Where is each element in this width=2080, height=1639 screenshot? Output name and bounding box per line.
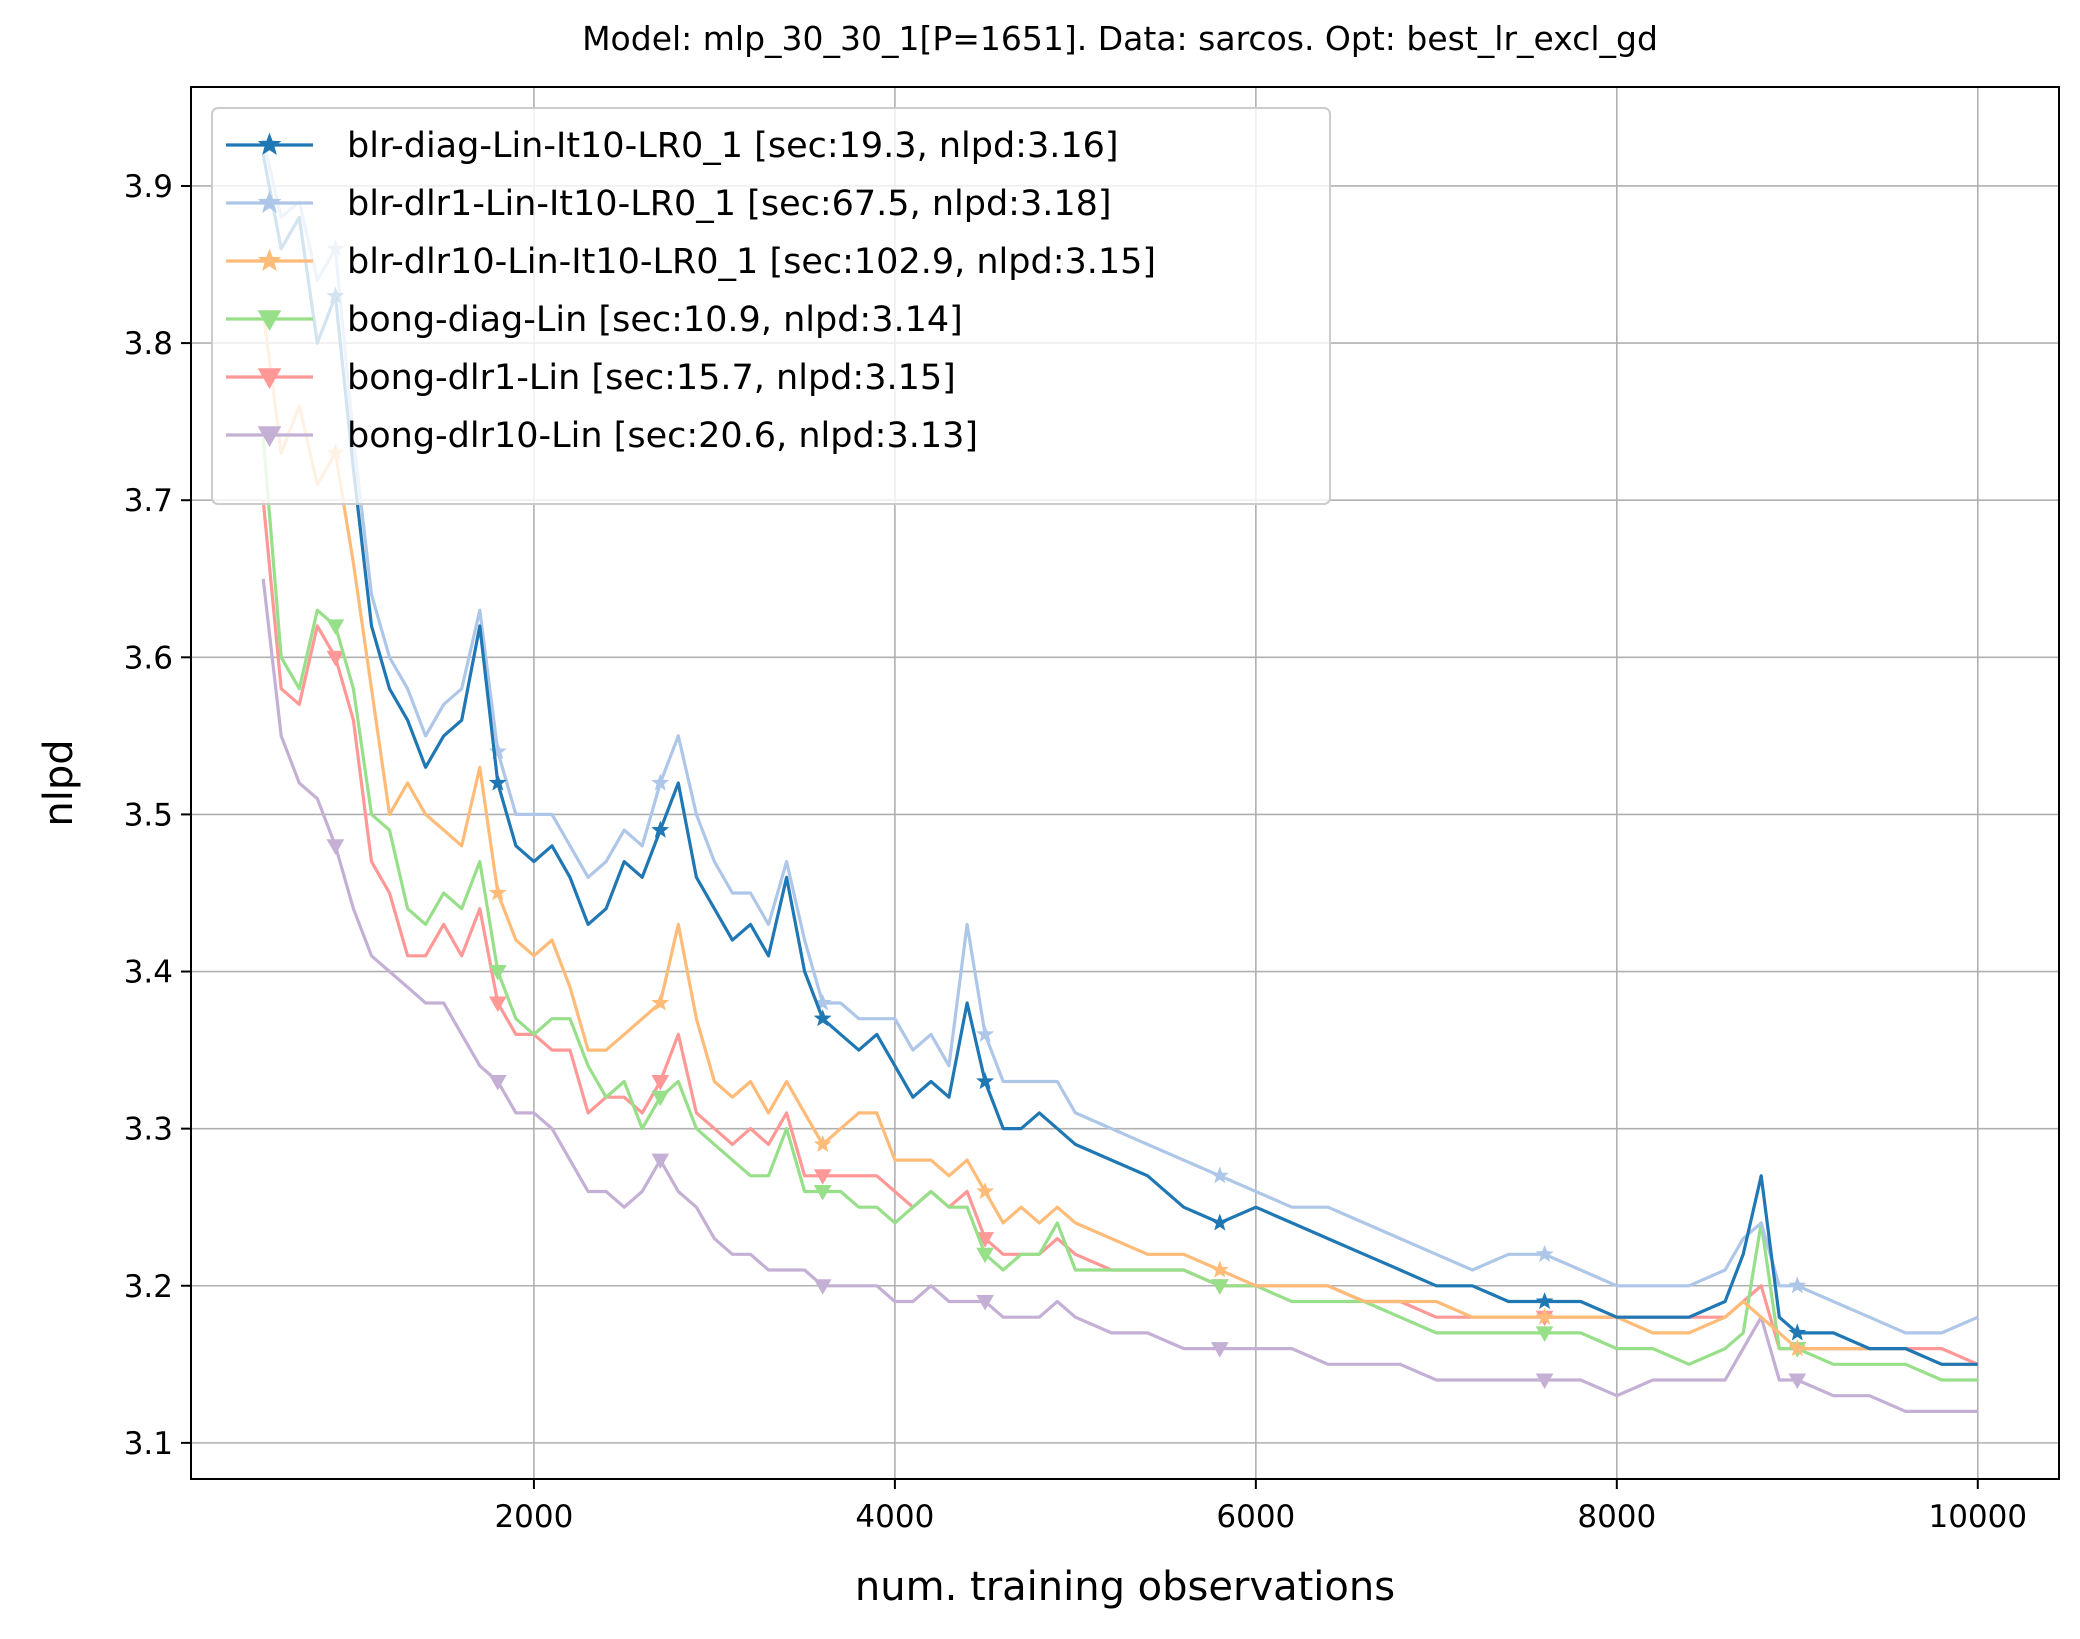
- y-tick-label: 3.8: [124, 326, 173, 362]
- x-axis-ticks: 2000 4000 6000 8000 10000: [494, 1479, 2027, 1535]
- data-point-marker: [813, 1009, 832, 1027]
- legend-entry: bong-dlr10-Lin [sec:20.6, nlpd:3.13]: [226, 416, 978, 456]
- y-tick-label: 3.5: [124, 797, 173, 833]
- y-tick-label: 3.1: [124, 1426, 173, 1462]
- legend-box: [211, 107, 1331, 505]
- plot-frame: [190, 86, 2060, 1480]
- y-tick-label: 3.3: [124, 1112, 173, 1148]
- legend-label: bong-diag-Lin [sec:10.9, nlpd:3.14]: [347, 300, 963, 340]
- data-point-marker: [488, 883, 507, 901]
- legend-marker: [257, 426, 282, 448]
- data-point-marker: [1788, 1323, 1807, 1341]
- data-point-marker: [326, 650, 345, 667]
- data-point-marker: [1210, 1279, 1229, 1295]
- data-point-marker: [651, 1153, 670, 1170]
- series-layer: [261, 138, 1979, 1413]
- data-point-marker: [326, 839, 345, 855]
- x-tick-label: 10000: [1928, 1499, 2027, 1535]
- x-tick-label: 8000: [1577, 1499, 1656, 1535]
- data-point-marker: [813, 1279, 832, 1295]
- data-point-marker: [488, 742, 507, 760]
- data-point-marker: [1535, 1292, 1554, 1310]
- data-point-marker: [651, 773, 670, 791]
- series-line: [261, 138, 1979, 1335]
- data-point-marker: [1788, 1373, 1807, 1390]
- data-point-marker: [1788, 1276, 1807, 1294]
- legend-marker: [257, 132, 282, 156]
- data-point-marker: [651, 993, 670, 1011]
- legend-marker: [257, 248, 282, 272]
- data-point-marker: [976, 1295, 994, 1311]
- legend-label: blr-dlr1-Lin-It10-LR0_1 [sec:67.5, nlpd:…: [347, 184, 1112, 224]
- series-line: [261, 578, 1978, 1413]
- y-tick-label: 3.2: [124, 1269, 173, 1305]
- data-point-marker: [1210, 1166, 1229, 1184]
- data-point-marker: [813, 1169, 832, 1185]
- legend-marker: [257, 310, 282, 332]
- data-point-marker: [813, 1135, 832, 1152]
- chart-title: Model: mlp_30_30_1[P=1651]. Data: sarcos…: [582, 19, 1658, 58]
- x-axis-label: num. training observations: [855, 1564, 1395, 1610]
- legend-entry: blr-diag-Lin-It10-LR0_1 [sec:19.3, nlpd:…: [226, 126, 1119, 166]
- data-point-marker: [651, 1090, 670, 1107]
- data-point-marker: [1210, 1260, 1229, 1278]
- data-point-marker: [1535, 1244, 1554, 1262]
- data-point-marker: [1788, 1339, 1807, 1357]
- data-point-marker: [976, 1024, 995, 1042]
- legend-entry: bong-diag-Lin [sec:10.9, nlpd:3.14]: [226, 300, 963, 340]
- y-tick-label: 3.7: [124, 483, 173, 519]
- y-axis-label: nlpd: [36, 739, 82, 826]
- y-tick-label: 3.4: [124, 955, 173, 991]
- y-tick-label: 3.6: [124, 640, 173, 676]
- series-6: [261, 578, 1978, 1413]
- legend-label: blr-diag-Lin-It10-LR0_1 [sec:19.3, nlpd:…: [347, 126, 1119, 166]
- data-point-marker: [488, 965, 507, 981]
- data-point-marker: [488, 1075, 507, 1091]
- legend-marker: [257, 190, 282, 214]
- legend: blr-diag-Lin-It10-LR0_1 [sec:19.3, nlpd:…: [211, 107, 1331, 505]
- data-point-marker: [976, 1182, 995, 1200]
- x-tick-label: 4000: [855, 1499, 934, 1535]
- data-point-marker: [976, 1072, 995, 1090]
- x-tick-label: 6000: [1216, 1499, 1295, 1535]
- data-point-marker: [1210, 1342, 1229, 1358]
- data-point-marker: [976, 1247, 994, 1264]
- series-4: [261, 437, 1978, 1382]
- data-point-marker: [1210, 1213, 1229, 1231]
- series-1: [261, 154, 1978, 1366]
- legend-entry: blr-dlr1-Lin-It10-LR0_1 [sec:67.5, nlpd:…: [226, 184, 1112, 224]
- series-line: [261, 437, 1978, 1382]
- data-point-marker: [488, 773, 507, 791]
- data-point-marker: [326, 619, 345, 635]
- series-line: [261, 154, 1978, 1366]
- y-axis-ticks: 3.1 3.2 3.3 3.4 3.5 3.6 3.7 3.8 3.9: [124, 169, 191, 1462]
- data-point-marker: [1535, 1326, 1554, 1342]
- legend-entry: blr-dlr10-Lin-It10-LR0_1 [sec:102.9, nlp…: [226, 242, 1156, 282]
- legend-marker: [257, 368, 282, 390]
- data-point-marker: [1535, 1307, 1554, 1325]
- data-point-marker: [813, 1185, 832, 1201]
- legend-label: bong-dlr10-Lin [sec:20.6, nlpd:3.13]: [347, 416, 978, 456]
- x-tick-label: 2000: [494, 1499, 573, 1535]
- legend-entry: bong-dlr1-Lin [sec:15.7, nlpd:3.15]: [226, 358, 956, 398]
- data-point-marker: [651, 1075, 670, 1091]
- data-point-marker: [1535, 1373, 1554, 1390]
- data-point-marker: [488, 996, 507, 1013]
- data-point-marker: [651, 820, 670, 838]
- legend-label: bong-dlr1-Lin [sec:15.7, nlpd:3.15]: [347, 358, 956, 398]
- legend-label: blr-dlr10-Lin-It10-LR0_1 [sec:102.9, nlp…: [347, 242, 1156, 282]
- y-tick-label: 3.9: [124, 169, 173, 205]
